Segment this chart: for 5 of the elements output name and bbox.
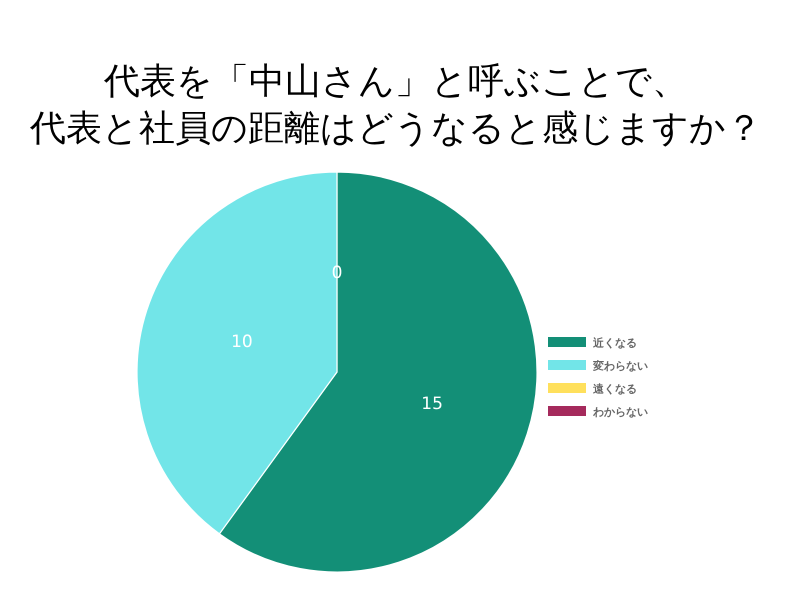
legend-label: 近くなる [592,336,637,350]
title: 代表を「中山さん」と呼ぶことで、代表と社員の距離はどうなると感じますか？ [30,61,762,149]
legend-label: 遠くなる [592,382,637,396]
legend-label: わからない [592,406,648,418]
legend-label: 変わらない [592,360,648,372]
